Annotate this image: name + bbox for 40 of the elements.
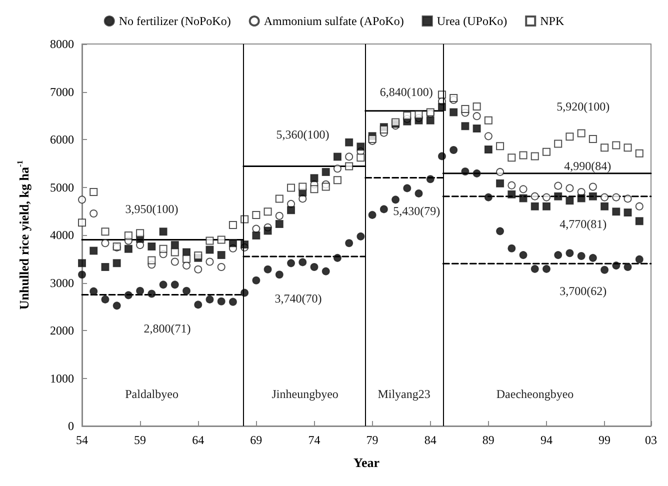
x-tick-label: 79	[366, 433, 378, 447]
x-tick-label: 89	[482, 433, 494, 447]
y-tick-label: 1000	[50, 371, 74, 386]
y-tick-label: 0	[68, 419, 74, 433]
annotation: 3,700(62)	[560, 284, 607, 298]
annotation: 5,920(100)	[556, 100, 610, 114]
y-axis-title: Unhulled rice yield, kg ha-1	[16, 160, 32, 310]
y-tick-label: 4000	[50, 228, 74, 242]
x-tick-label: 74	[308, 433, 320, 447]
x-tick-label: 03	[645, 433, 657, 447]
annotation: 5,430(79)	[393, 204, 440, 218]
annotation: 6,840(100)	[380, 84, 433, 99]
x-axis-title: Year	[354, 455, 380, 470]
legend-label: NPK	[540, 14, 564, 28]
legend-label: Ammonium sulfate (APoKo)	[264, 14, 404, 28]
annotation: 3,950(100)	[125, 202, 178, 216]
x-tick-label: 54	[76, 433, 88, 447]
annotation: 3,740(70)	[274, 291, 322, 306]
annotation: 4,770(81)	[560, 216, 607, 231]
x-tick-label: 59	[134, 433, 146, 447]
y-tick-label: 5000	[50, 180, 74, 194]
annotation: Jinheungbyeo	[272, 386, 338, 401]
annotation: Daecheongbyeo	[496, 386, 574, 401]
x-tick-label: 69	[250, 433, 262, 447]
annotation: 5,360(100)	[276, 128, 330, 142]
y-tick-label: 7000	[50, 84, 74, 99]
x-tick-label: 64	[192, 433, 204, 447]
x-tick-label: 84	[424, 433, 436, 447]
y-tick-label: 3000	[50, 276, 74, 290]
annotation: Paldalbyeo	[125, 386, 178, 401]
annotation: 2,800(71)	[144, 322, 191, 336]
y-tick-label: 6000	[50, 132, 74, 146]
x-tick-label: 94	[540, 433, 552, 447]
legend-label: Urea (UPoKo)	[436, 14, 508, 28]
annotation: 4,990(84)	[564, 159, 612, 174]
annotation: Milyang23	[378, 386, 430, 401]
x-tick-label: 99	[598, 433, 611, 447]
y-tick-label: 8000	[50, 37, 74, 51]
y-tick-label: 2000	[50, 324, 74, 338]
legend-label: No fertilizer (NoPoKo)	[118, 14, 231, 28]
